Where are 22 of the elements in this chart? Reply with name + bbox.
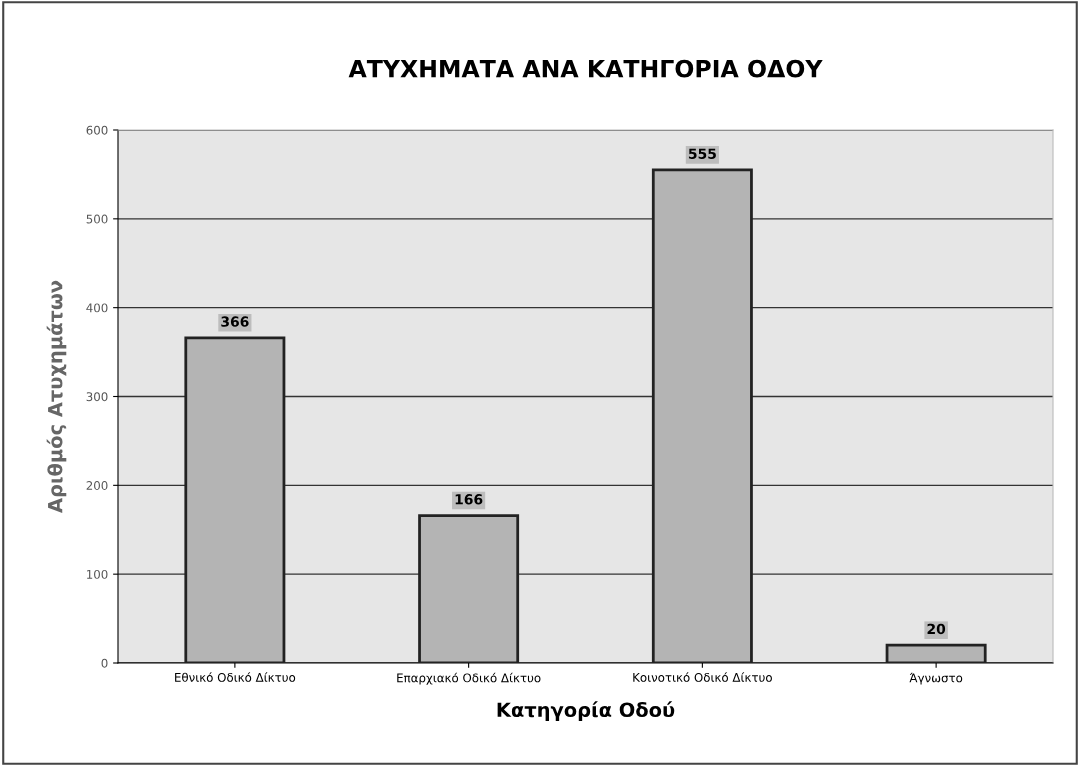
bar bbox=[418, 514, 520, 663]
x-axis-title: Κατηγορία Οδού bbox=[497, 701, 675, 721]
y-tick-label: 300 bbox=[86, 392, 108, 402]
y-tick-label: 400 bbox=[86, 303, 108, 313]
x-tick-label: Εθνικό Οδικό Δίκτυο bbox=[175, 672, 296, 682]
chart-title: ΑΤΥΧΗΜΑΤΑ ΑΝΑ ΚΑΤΗΓΟΡΙΑ ΟΔΟΥ bbox=[348, 59, 823, 78]
x-tick-label: Κοινοτικό Οδικό Δίκτυο bbox=[633, 672, 772, 682]
bar bbox=[184, 336, 286, 663]
bar bbox=[651, 168, 753, 663]
data-label: 555 bbox=[688, 148, 716, 159]
y-tick-label: 500 bbox=[86, 214, 108, 224]
data-label: 20 bbox=[927, 623, 946, 635]
y-tick-label: 100 bbox=[87, 569, 108, 579]
y-tick-label: 0 bbox=[101, 658, 108, 668]
y-axis-title: Αριθμός Ατυχημάτων bbox=[46, 280, 67, 513]
x-tick-label: Επαρχιακό Οδικό Δίκτυο bbox=[397, 672, 541, 685]
data-label: 366 bbox=[221, 316, 249, 327]
y-tick-label: 200 bbox=[86, 481, 108, 490]
bar bbox=[885, 643, 987, 663]
data-label: 166 bbox=[455, 494, 483, 505]
y-tick-label: 600 bbox=[86, 125, 108, 135]
x-tick-label: Άγνωστο bbox=[909, 672, 963, 685]
